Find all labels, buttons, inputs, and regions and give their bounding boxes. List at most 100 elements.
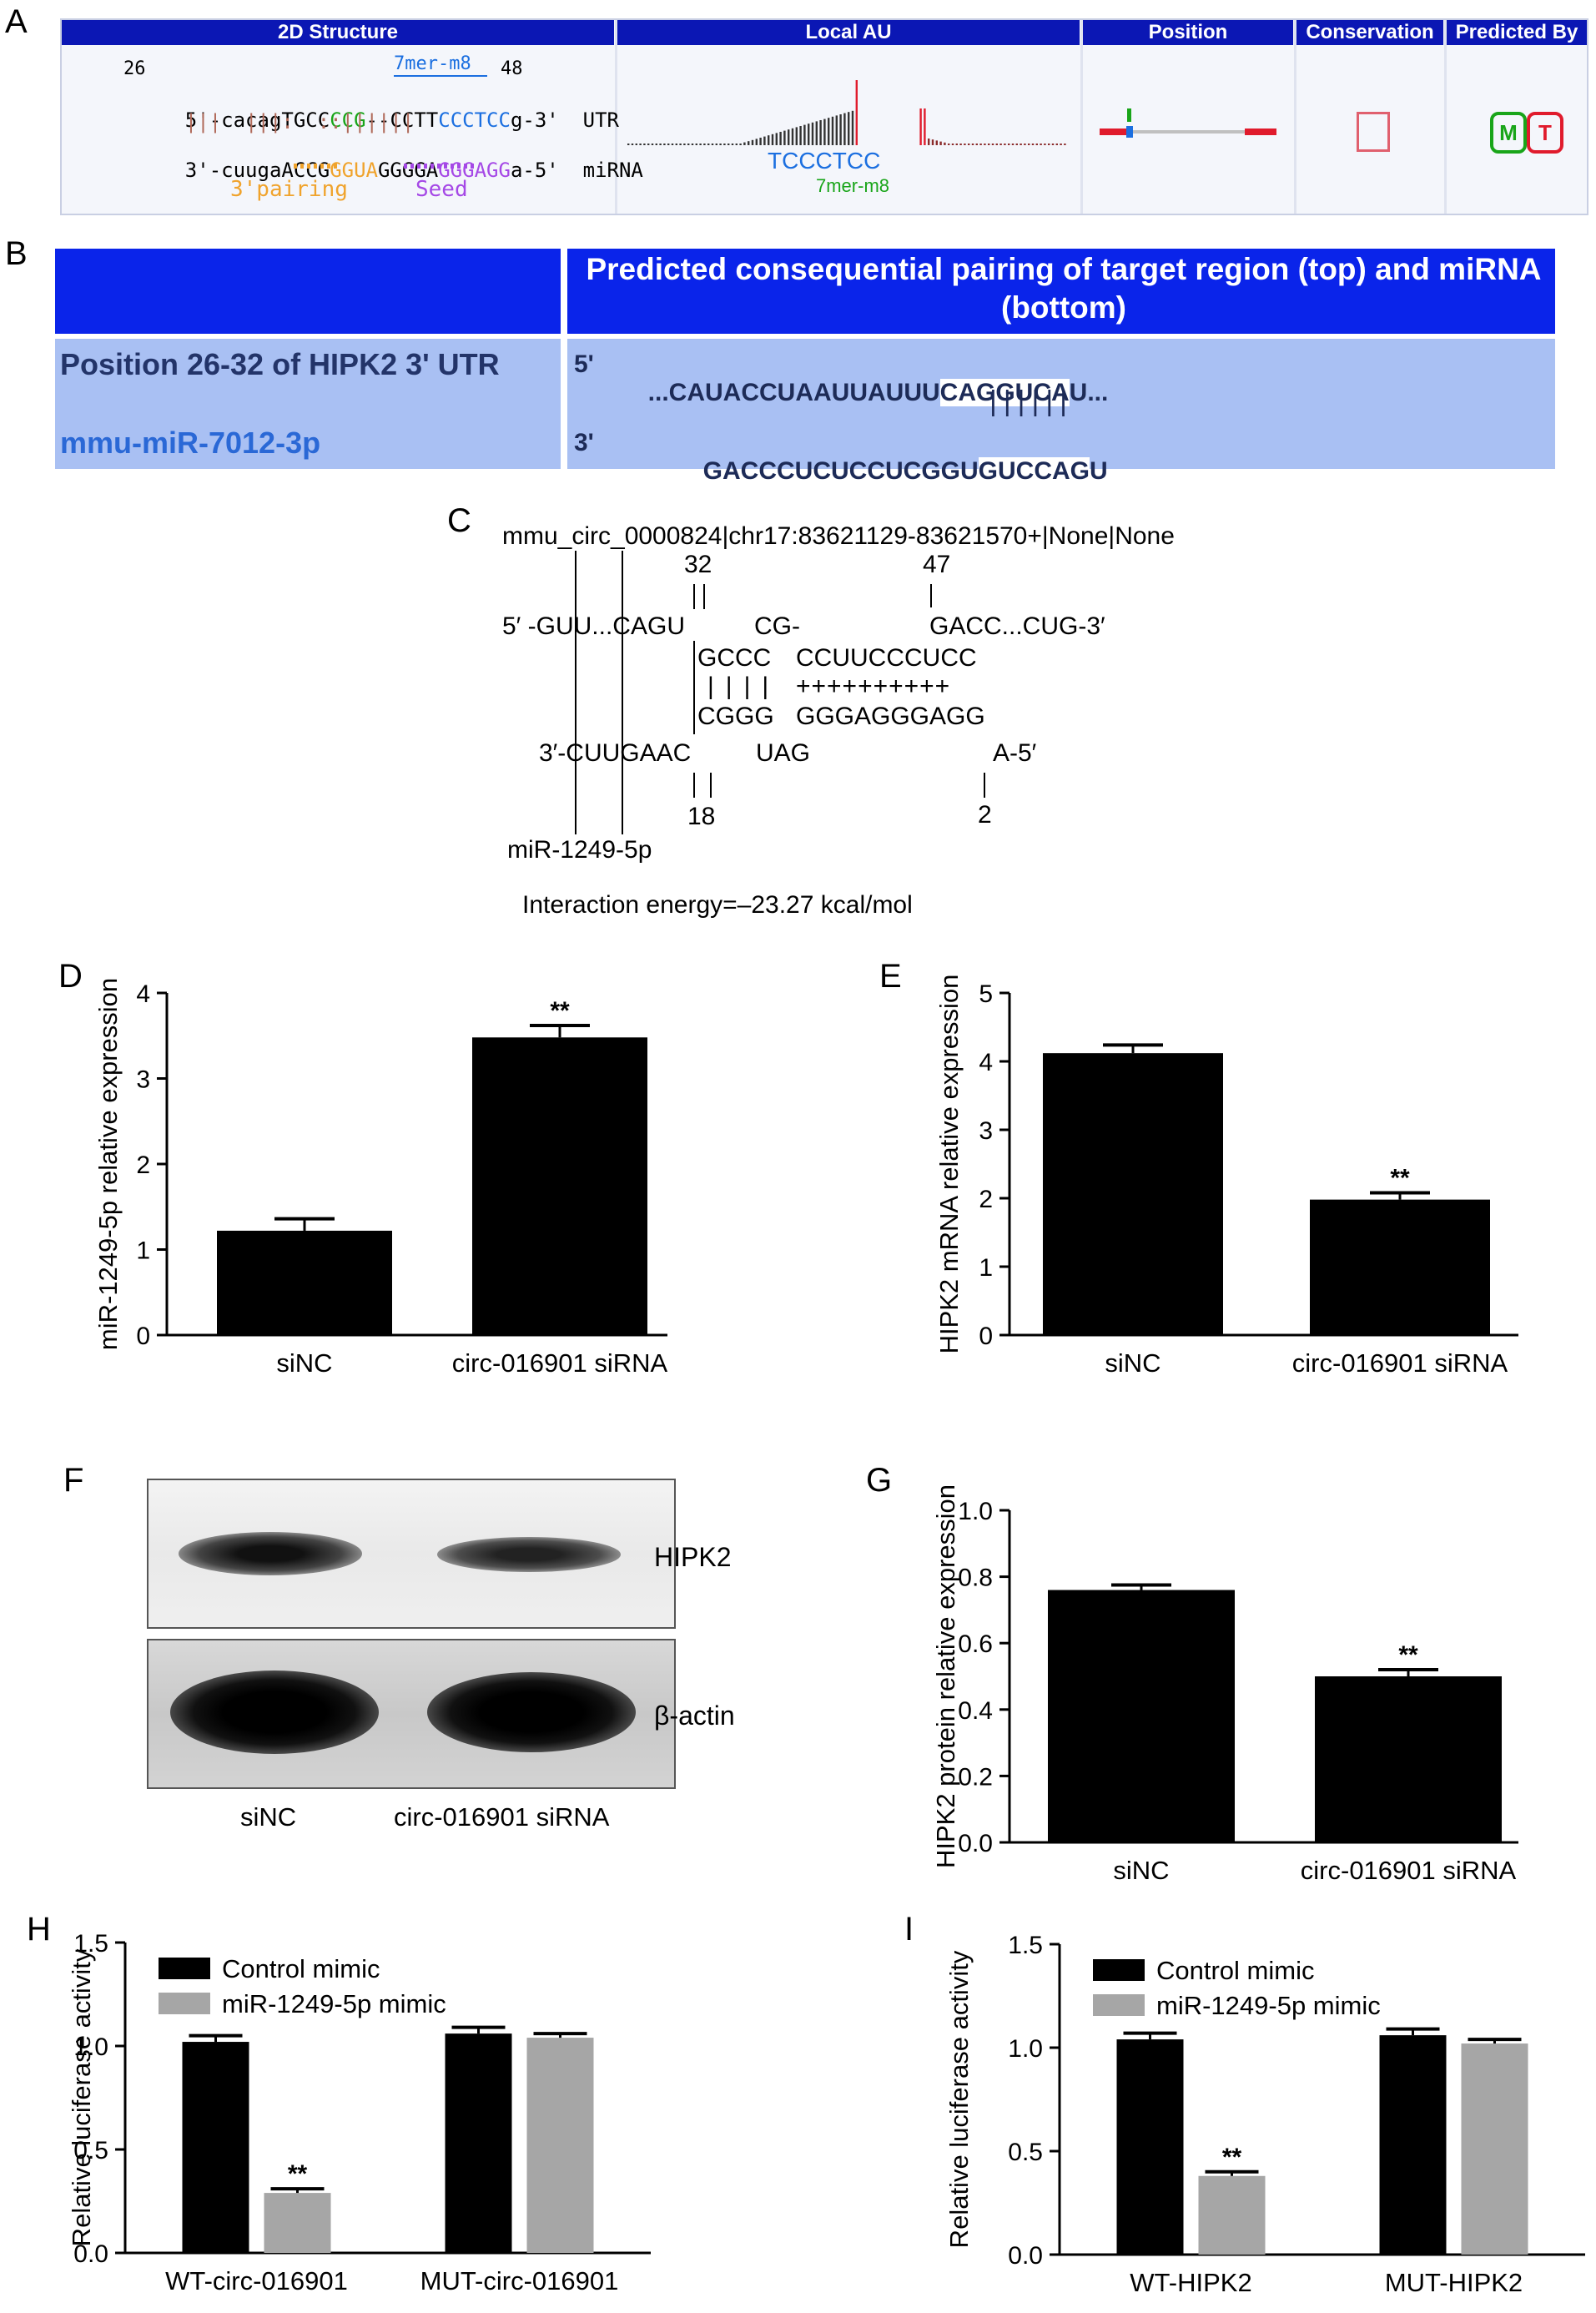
header-position: Position [1083, 20, 1293, 45]
structure-site-label: 7mer-m8 [394, 53, 471, 74]
header-predicted-by: Predicted By [1447, 20, 1587, 45]
y-axis-label-I: Relative luciferase activity [944, 1950, 974, 2248]
bar-I [1461, 2043, 1528, 2255]
conservation-box [1357, 112, 1390, 152]
panel-letter-a: A [5, 3, 28, 40]
num-32: 32 [684, 551, 712, 578]
y-tick-label-D: 1 [136, 1237, 150, 1265]
x-tick-label-D: siNC [276, 1348, 332, 1378]
bot-left-seq: 3′-CUUGAAC [539, 739, 692, 767]
bar-H [264, 2193, 331, 2253]
x-tick-label-G: circ-016901 siRNA [1301, 1856, 1517, 1885]
top-left-seq: 5′ -GUU...CAGU [502, 612, 685, 640]
label-seed: Seed [415, 177, 468, 202]
significance-mark-I: ** [1222, 2144, 1242, 2171]
bottom-sequence: GACCCUCUCCUCGGUGUCCAGU [702, 457, 1108, 485]
pairing-bars: |||||| [989, 386, 1074, 417]
y-tick-label-G: 0.0 [958, 1830, 993, 1857]
y-tick-label-D: 2 [136, 1151, 150, 1179]
structure-num-left: 26 [123, 58, 146, 79]
au-site-label: 7mer-m8 [816, 175, 889, 195]
x-tick-label-D: circ-016901 siRNA [452, 1348, 668, 1378]
top-mid-seq: CG- [754, 612, 800, 640]
panel-letter-d: D [58, 958, 83, 995]
panel-letter-h: H [27, 1911, 51, 1948]
panel-a-table: 2D Structure Local AU Position Conservat… [60, 18, 1588, 215]
y-tick-label-E: 1 [979, 1254, 993, 1282]
utr-sequence-line: 5'-cacagTGCCCCG--CCTTCCCTCCg-3' UTR [184, 108, 619, 132]
y-axis-label-D: miR-1249-5p relative expression [93, 978, 123, 1350]
panel-letter-f: F [63, 1462, 84, 1499]
legend-swatch-H [159, 1993, 210, 2014]
bar-G [1048, 1590, 1235, 1842]
panel-b-header-left [55, 249, 561, 334]
blot-beta-actin [147, 1639, 676, 1789]
bar-E [1043, 1053, 1223, 1335]
significance-mark-H: ** [288, 2160, 308, 2188]
bar-D [217, 1230, 392, 1335]
bar-G [1315, 1676, 1502, 1842]
y-tick-label-G: 0.2 [958, 1763, 993, 1791]
x-tick-label-I: WT-HIPK2 [1130, 2268, 1251, 2297]
y-tick-label-G: 0.6 [958, 1630, 993, 1658]
header-local-au: Local AU [617, 20, 1080, 45]
y-axis-label-E: HIPK2 mRNA relative expression [934, 975, 964, 1354]
top-right-seq: GACC...CUG-3′ [929, 612, 1105, 640]
pairing-line: ||| |||: ::|||||| [137, 110, 415, 134]
au-sequence: TCCCTCC [768, 148, 880, 174]
y-tick-label-I: 0.5 [1008, 2139, 1043, 2166]
y-tick-label-D: 0 [136, 1323, 150, 1350]
position-track [1100, 108, 1276, 138]
bar-E [1310, 1199, 1490, 1335]
num-47: 47 [923, 551, 951, 578]
y-tick-label-I: 1.5 [1008, 1932, 1043, 1959]
mirna-sequence-line: 3'-cuugaACCGGGUAGGGGAGGGAGGa-5' miRNA [184, 159, 643, 182]
bar-I [1379, 2035, 1447, 2255]
y-tick-label-I: 0.0 [1008, 2242, 1043, 2270]
y-tick-label-H: 0.5 [73, 2137, 108, 2164]
bar-H [445, 2033, 512, 2253]
y-tick-label-E: 5 [979, 980, 993, 1008]
legend-entry-I: miR-1249-5p mimic [1156, 1991, 1381, 2020]
legend-entry-H: miR-1249-5p mimic [222, 1989, 446, 2018]
y-axis-label-H: Relative luciferase activity [67, 1948, 96, 2246]
panel-letter-c: C [447, 502, 471, 539]
pair-bars: |||| [707, 673, 781, 700]
panel-c-connectors [575, 551, 985, 834]
blot-label-beta-actin: β-actin [654, 1701, 735, 1731]
panel-b-row-left [55, 339, 561, 469]
header-conservation: Conservation [1296, 20, 1443, 45]
blot-lane-sirna: circ-016901 siRNA [394, 1802, 610, 1832]
legend-swatch-H [159, 1958, 210, 1979]
x-tick-label-E: siNC [1105, 1348, 1160, 1378]
bot-mid-seq: UAG [756, 739, 811, 767]
legend-swatch-I [1093, 1959, 1145, 1981]
bar-H [526, 2038, 594, 2253]
y-tick-label-G: 0.8 [958, 1565, 993, 1592]
chart-e: 0 1 2 3 4 5 HIPK2 mRNA relative expression siNC… [934, 975, 1518, 1378]
y-tick-label-I: 1.0 [1008, 2035, 1043, 2063]
bar-H [182, 2042, 249, 2253]
legend-entry-I: Control mimic [1156, 1956, 1314, 1985]
y-tick-label-E: 3 [979, 1117, 993, 1145]
mirna-name: mmu-miR-7012-3p [60, 426, 321, 460]
y-tick-label-E: 2 [979, 1186, 993, 1213]
chart-d: 0 1 2 3 4 miR-1249-5p relative expression siNC… [93, 978, 668, 1378]
y-tick-label-H: 1.5 [73, 1930, 108, 1958]
panel-b-header-text: Predicted consequential pairing of targe… [586, 252, 1542, 325]
y-tick-label-D: 4 [136, 980, 150, 1008]
cggg-seq: CGGG [697, 703, 774, 730]
bar-I [1198, 2175, 1266, 2255]
panel-letter-e: E [879, 958, 902, 995]
bar-D [472, 1037, 647, 1335]
y-tick-label-G: 1.0 [958, 1498, 993, 1525]
x-tick-label-E: circ-016901 siRNA [1292, 1348, 1508, 1378]
panel-b-header-right [567, 249, 1555, 334]
circ-title: mmu_circ_0000824|chr17:83621129-83621570… [502, 522, 1175, 550]
x-tick-label-H: MUT-circ-016901 [420, 2266, 619, 2295]
structure-num-right: 48 [501, 58, 523, 79]
panel-letter-b: B [5, 235, 28, 272]
chart-i: 0.0 0.5 1.0 1.5 Relative luciferase activity… [944, 1932, 1585, 2297]
